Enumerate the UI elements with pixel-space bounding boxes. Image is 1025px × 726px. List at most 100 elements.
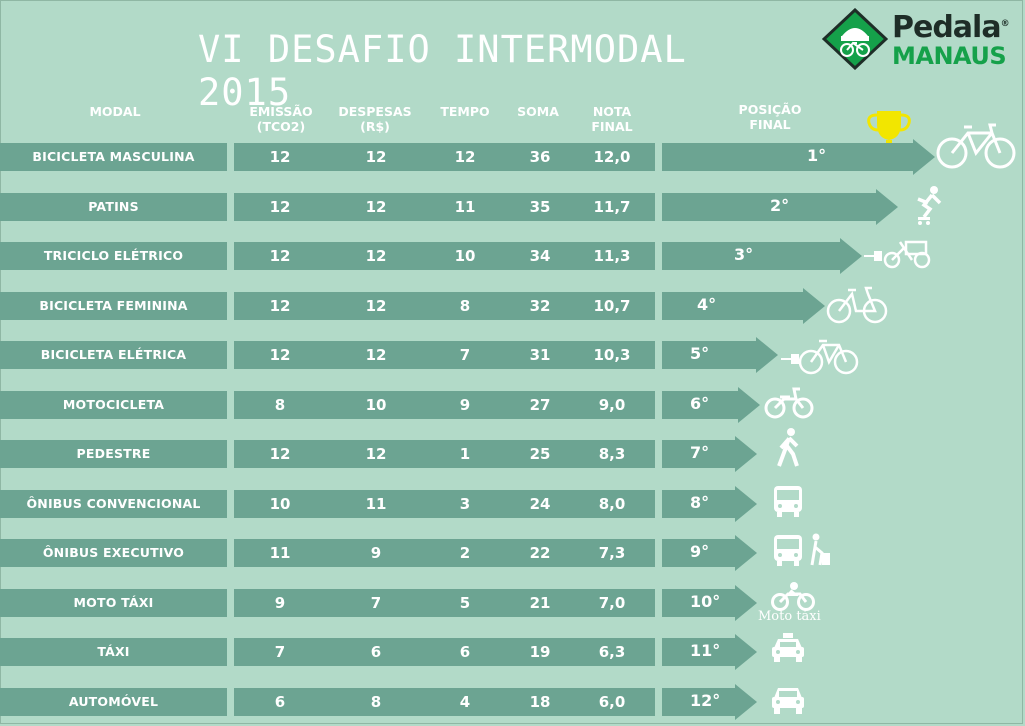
cell-tempo: 11 <box>454 198 476 216</box>
cell-despesas: 11 <box>365 495 387 513</box>
header-despesas: DESPESAS (R$) <box>338 104 412 134</box>
position-label: 11° <box>690 641 721 660</box>
cell-emissao: 10 <box>269 495 291 513</box>
moto-taxi-caption: Moto táxi <box>758 609 821 624</box>
cell-tempo: 9 <box>459 396 471 414</box>
cell-emissao: 12 <box>269 198 291 216</box>
position-arrow <box>662 486 757 522</box>
position-label: 4° <box>697 295 717 314</box>
position-arrow <box>662 337 778 373</box>
cell-tempo: 12 <box>454 148 476 166</box>
logo-word-manaus: MANAUS <box>892 42 1007 70</box>
position-label: 6° <box>690 394 710 413</box>
cell-tempo: 6 <box>459 643 471 661</box>
position-label: 3° <box>734 245 754 264</box>
cell-despesas: 8 <box>370 693 382 711</box>
header-posicao: POSIÇÃO FINAL <box>738 102 802 132</box>
page-title: VI DESAFIO INTERMODAL 2015 <box>198 28 687 114</box>
cell-nota: 7,3 <box>598 544 626 562</box>
cell-tempo: 1 <box>459 445 471 463</box>
cell-emissao: 12 <box>269 445 291 463</box>
table-row: TÁXI 7 6 6 19 6,3 11° <box>0 633 1025 670</box>
position-arrow <box>662 684 757 720</box>
position-label: 7° <box>690 443 710 462</box>
womens-bicycle-icon <box>826 286 888 328</box>
modal-label: PEDESTRE <box>76 446 151 461</box>
modal-bar <box>0 193 227 221</box>
pedala-manaus-logo: Pedala® MANAUS <box>822 8 1022 70</box>
modal-bar <box>0 391 227 419</box>
cell-nota: 8,3 <box>598 445 626 463</box>
position-label: 9° <box>690 542 710 561</box>
modal-label: ÔNIBUS CONVENCIONAL <box>26 496 201 511</box>
scores-bar <box>234 143 655 171</box>
cell-nota: 9,0 <box>598 396 626 414</box>
position-arrow <box>662 387 760 423</box>
cell-soma: 34 <box>529 247 551 265</box>
modal-label: AUTOMÓVEL <box>68 694 159 709</box>
table-row: PEDESTRE 12 12 1 25 8,3 7° <box>0 428 1025 472</box>
cell-soma: 36 <box>529 148 551 166</box>
position-label: 1° <box>807 146 827 165</box>
logo-word-pedala: Pedala® <box>892 10 1010 45</box>
header-soma: SOMA <box>517 104 559 119</box>
cell-emissao: 7 <box>274 643 286 661</box>
modal-label: TRICICLO ELÉTRICO <box>43 248 184 263</box>
cell-despesas: 9 <box>370 544 382 562</box>
modal-label: BICICLETA ELÉTRICA <box>40 347 187 362</box>
modal-bar <box>0 341 227 369</box>
cell-emissao: 6 <box>274 693 286 711</box>
cell-despesas: 6 <box>370 643 382 661</box>
cell-emissao: 8 <box>274 396 286 414</box>
modal-bar <box>0 490 227 518</box>
scores-bar <box>234 589 655 617</box>
position-arrow <box>662 139 935 175</box>
cell-despesas: 12 <box>365 247 387 265</box>
cell-tempo: 10 <box>454 247 476 265</box>
scores-bar <box>234 341 655 369</box>
cell-emissao: 9 <box>274 594 286 612</box>
cell-soma: 19 <box>529 643 551 661</box>
cell-despesas: 12 <box>365 148 387 166</box>
modal-label: TÁXI <box>97 644 130 659</box>
position-arrow <box>662 238 862 274</box>
cell-despesas: 12 <box>365 346 387 364</box>
cell-nota: 11,3 <box>593 247 631 265</box>
modal-label: MOTOCICLETA <box>62 397 165 412</box>
cell-despesas: 7 <box>370 594 382 612</box>
cell-nota: 6,0 <box>598 693 626 711</box>
cell-nota: 8,0 <box>598 495 626 513</box>
position-label: 2° <box>770 196 790 215</box>
position-arrow <box>662 189 898 225</box>
table-row: TRICICLO ELÉTRICO 12 12 10 34 11,3 3° <box>0 238 1025 274</box>
position-label: 10° <box>690 592 721 611</box>
position-arrow <box>662 634 757 670</box>
cell-despesas: 12 <box>365 445 387 463</box>
cell-soma: 21 <box>529 594 551 612</box>
modal-label: ÔNIBUS EXECUTIVO <box>42 545 185 560</box>
scores-bar <box>234 638 655 666</box>
modal-bar <box>0 440 227 468</box>
table-row: BICICLETA FEMININA 12 12 8 32 10,7 4° <box>0 286 1025 324</box>
modal-bar <box>0 589 227 617</box>
table-row: ÔNIBUS CONVENCIONAL 10 11 3 24 8,0 8° <box>0 486 1025 522</box>
cell-tempo: 7 <box>459 346 471 364</box>
scores-bar <box>234 292 655 320</box>
cell-nota: 11,7 <box>593 198 631 216</box>
position-arrow <box>662 585 757 621</box>
position-arrow <box>662 436 757 472</box>
cell-tempo: 5 <box>459 594 471 612</box>
modal-bar <box>0 638 227 666</box>
header-nota: NOTA FINAL <box>591 104 633 134</box>
cell-emissao: 12 <box>269 346 291 364</box>
position-arrow <box>662 535 757 571</box>
motorcycle-icon <box>764 383 814 423</box>
cell-soma: 22 <box>529 544 551 562</box>
cell-soma: 27 <box>529 396 551 414</box>
table-row: ÔNIBUS EXECUTIVO 11 9 2 22 7,3 9° <box>0 533 1025 571</box>
cell-soma: 31 <box>529 346 551 364</box>
cell-emissao: 12 <box>269 247 291 265</box>
modal-label: BICICLETA FEMININA <box>39 298 188 313</box>
modal-bar <box>0 539 227 567</box>
scores-bar <box>234 440 655 468</box>
